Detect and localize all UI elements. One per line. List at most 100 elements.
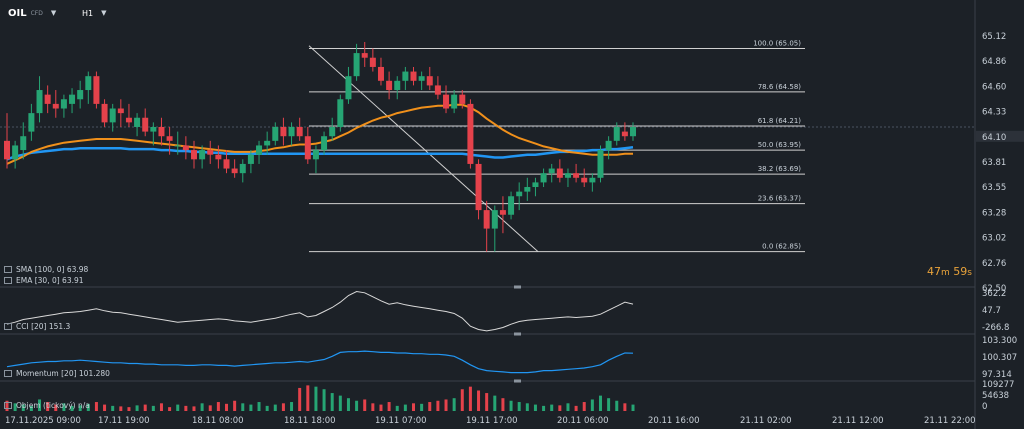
volume-bar [460,389,464,411]
settings-icon[interactable] [4,266,12,273]
candle-body [247,154,254,164]
volume-bar [598,395,602,411]
symbol-name: OIL [8,7,27,19]
candle-body [394,80,401,91]
momentum-axis-label: 103.300 [982,336,1017,346]
volume-bar [192,406,196,411]
time-axis-label: 21.11 12:00 [832,416,884,426]
fib-level-label: 38.2 (63.69) [758,165,802,173]
candle-body [621,131,628,137]
timer-min-unit: m [941,268,950,278]
price-axis-label: 63.28 [982,208,1006,218]
candle-body [548,168,555,174]
volume-axis-label: 109277 [982,380,1014,390]
ema-legend-label: EMA [30, 0] 63.91 [16,276,84,285]
momentum-line [6,350,634,374]
fib-level-label: 0.0 (62.85) [762,243,801,251]
volume-bar [615,400,619,411]
candle-body [321,136,328,151]
candle-body [93,76,100,104]
candle-body [69,94,76,104]
volume-bar [379,404,383,411]
sma-line [6,146,634,161]
price-axis-label: 63.81 [982,158,1006,168]
cci-line [6,290,634,332]
candle-body [434,85,441,95]
price-axis-label: 64.33 [982,108,1006,118]
candle-body [613,126,620,141]
volume-bar [371,403,375,411]
volume-bar [119,406,123,411]
momentum-axis-label: 97.314 [982,370,1012,380]
timer-minutes: 47 [927,265,942,278]
volume-bar [436,400,440,411]
volume-bar [387,402,391,411]
candle-body [272,126,279,141]
volume-bar [485,393,489,411]
candle-body [573,173,580,178]
cci-legend[interactable]: CCI [20] 151.3 [4,322,70,331]
time-axis-label: 19.11 07:00 [375,416,427,426]
volume-bar [468,386,472,411]
settings-icon[interactable] [4,402,12,409]
volume-bar [200,403,204,411]
volume-bar [322,389,326,411]
volume-bar [590,399,594,411]
volume-bar [13,403,17,411]
momentum-legend[interactable]: Momentum [20] 101.280 [4,369,110,378]
candle-body [508,196,515,215]
volume-bar [111,405,115,411]
time-axis-label: 18.11 08:00 [192,416,244,426]
ema-legend[interactable]: EMA [30, 0] 63.91 [4,276,84,285]
panel-resize-handle[interactable] [514,285,521,289]
candle-body [215,154,222,160]
candle-body [581,177,588,183]
volume-bar [566,403,570,411]
volume-bar [623,403,627,411]
panel-resize-handle[interactable] [514,379,521,383]
symbol-type: CFD [30,9,43,17]
settings-icon[interactable] [4,277,12,284]
settings-icon[interactable] [4,370,12,377]
volume-bar [509,400,513,411]
volume-bar [38,399,42,411]
sma-legend[interactable]: SMA [100, 0] 63.98 [4,265,88,274]
candle-body [256,145,263,155]
volume-bar [225,403,229,411]
cci-axis-label: 47.7 [982,306,1001,316]
volume-bar [477,390,481,411]
momentum-axis-label: 100.307 [982,353,1017,363]
timer-seconds: 59 [953,265,968,278]
volume-legend[interactable]: Objem (tickový) n/a [4,401,90,410]
candle-body [85,76,92,91]
timeframe-selector[interactable]: H1 ▼ [82,4,107,22]
volume-bar [444,399,448,411]
price-axis-label: 63.55 [982,183,1006,193]
candle-body [296,126,303,137]
panel-resize-handle[interactable] [514,332,521,336]
candle-body [60,99,67,109]
fib-level-label: 78.6 (64.58) [758,83,802,91]
volume-bar [501,398,505,411]
candle-body [12,145,19,160]
chevron-down-icon: ▼ [101,9,107,17]
candle-body [426,76,433,86]
candle-body [524,187,531,192]
symbol-selector[interactable]: OIL CFD ▼ [8,4,56,22]
candle-body [199,150,206,160]
volume-bar [525,403,529,411]
volume-bar [29,405,33,411]
candle-body [630,126,637,137]
volume-bar [62,403,66,411]
price-axis-label: 63.02 [982,234,1006,244]
candle-body [491,210,498,229]
fib-level-label: 100.0 (65.05) [753,39,801,47]
candle-body [190,150,197,160]
settings-icon[interactable] [4,323,12,330]
candle-body [540,173,547,183]
volume-bar [582,402,586,411]
candle-body [451,94,458,109]
candle-body [125,117,132,123]
